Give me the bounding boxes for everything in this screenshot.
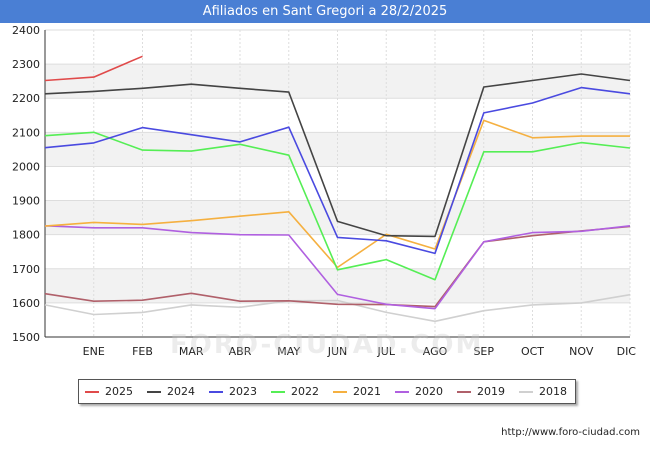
legend-label: 2024 xyxy=(167,385,195,398)
legend-item-2021: 2021 xyxy=(333,380,381,403)
x-tick-label: SEP xyxy=(473,345,494,358)
legend-swatch xyxy=(147,390,161,393)
x-tick-label: ENE xyxy=(83,345,105,358)
x-tick-label: AGO xyxy=(423,345,448,358)
y-tick-label: 1700 xyxy=(12,263,40,276)
series-line-2019 xyxy=(44,225,631,308)
y-tick-label: 2200 xyxy=(12,92,40,105)
legend-item-2020: 2020 xyxy=(395,380,443,403)
x-tick-label: JUN xyxy=(327,345,348,358)
plot-band xyxy=(45,64,630,99)
y-tick-label: 1800 xyxy=(12,229,40,242)
plot-band xyxy=(45,268,630,303)
y-tick-label: 1900 xyxy=(12,195,40,208)
legend-item-2023: 2023 xyxy=(209,380,257,403)
legend-item-2019: 2019 xyxy=(457,380,505,403)
chart-title: Afiliados en Sant Gregori a 28/2/2025 xyxy=(202,4,448,19)
line-chart: 1500 1600 1700 1800 1900 2000 2100 2200 2300 2400… xyxy=(12,24,637,358)
legend-swatch xyxy=(209,390,223,393)
legend-label: 2022 xyxy=(291,385,319,398)
y-tick-label: 2000 xyxy=(12,160,40,173)
series-line-2024 xyxy=(44,73,631,238)
legend-label: 2021 xyxy=(353,385,381,398)
legend-swatch xyxy=(333,390,347,393)
legend-item-2022: 2022 xyxy=(271,380,319,403)
legend-swatch xyxy=(395,390,409,393)
legend: 2025 2024 2023 2022 2021 2020 2019 2018 xyxy=(78,379,576,404)
y-tick-label: 2300 xyxy=(12,58,40,71)
legend-label: 2020 xyxy=(415,385,443,398)
y-tick-label: 1600 xyxy=(12,297,40,310)
x-tick-label: MAR xyxy=(179,345,204,358)
x-tick-label: NOV xyxy=(569,345,594,358)
legend-label: 2023 xyxy=(229,385,257,398)
y-tick-label: 1500 xyxy=(12,331,40,344)
legend-swatch xyxy=(519,390,533,393)
legend-label: 2019 xyxy=(477,385,505,398)
x-tick-label: JUL xyxy=(377,345,396,358)
legend-label: 2018 xyxy=(539,385,567,398)
title-bar: Afiliados en Sant Gregori a 28/2/2025 xyxy=(0,0,650,23)
legend-swatch xyxy=(271,390,285,393)
source-url[interactable]: http://www.foro-ciudad.com xyxy=(501,427,640,438)
legend-swatch xyxy=(457,390,471,393)
x-tick-label: OCT xyxy=(521,345,544,358)
plot-band xyxy=(45,200,630,235)
series-line-2025 xyxy=(44,55,143,82)
series-line-2021 xyxy=(44,119,630,269)
y-tick-label: 2400 xyxy=(12,24,40,37)
series-line-2018 xyxy=(44,293,631,323)
legend-item-2025: 2025 xyxy=(85,380,133,403)
series-line-2022 xyxy=(44,131,631,281)
legend-item-2018: 2018 xyxy=(519,380,567,403)
series-line-2023 xyxy=(44,86,631,255)
y-tick-label: 2100 xyxy=(12,126,40,139)
x-tick-label: MAY xyxy=(277,345,300,358)
legend-label: 2025 xyxy=(105,385,133,398)
watermark: FORO-CIUDAD.COM xyxy=(170,330,484,360)
x-tick-label: ABR xyxy=(229,345,252,358)
x-tick-label: DIC xyxy=(617,345,637,358)
legend-swatch xyxy=(85,390,99,393)
legend-item-2024: 2024 xyxy=(147,380,195,403)
x-tick-label: FEB xyxy=(132,345,153,358)
series-line-2020 xyxy=(44,225,631,310)
